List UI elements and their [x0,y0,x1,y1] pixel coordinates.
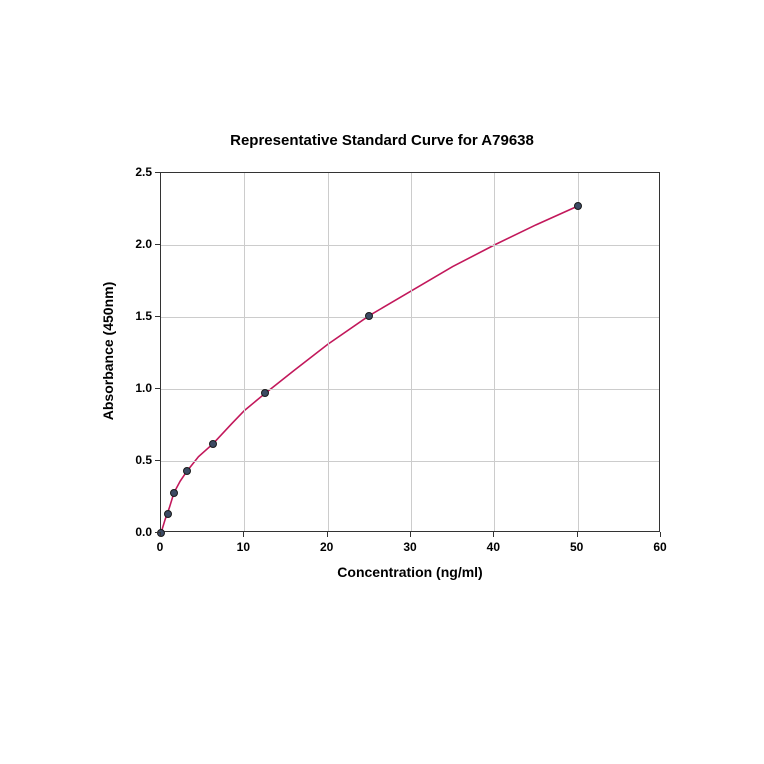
standard-curve-line [161,173,659,531]
x-tick-mark [493,532,494,537]
y-tick-label: 0.0 [124,525,152,539]
data-point [574,202,582,210]
grid-line-horizontal [161,245,659,246]
grid-line-vertical [411,173,412,531]
x-tick-label: 10 [237,540,250,554]
data-point [170,489,178,497]
y-axis-label: Absorbance (450nm) [100,171,116,531]
x-tick-mark [410,532,411,537]
y-tick-mark [155,388,160,389]
y-tick-label: 1.5 [124,309,152,323]
y-tick-mark [155,316,160,317]
plot-area [160,172,660,532]
y-tick-mark [155,532,160,533]
grid-line-vertical [244,173,245,531]
grid-line-vertical [578,173,579,531]
data-point [157,529,165,537]
x-tick-mark [160,532,161,537]
y-tick-label: 1.0 [124,381,152,395]
x-tick-label: 50 [570,540,583,554]
x-tick-label: 30 [403,540,416,554]
x-tick-label: 0 [157,540,164,554]
grid-line-vertical [328,173,329,531]
data-point [261,389,269,397]
y-tick-mark [155,460,160,461]
x-tick-mark [327,532,328,537]
data-point [183,467,191,475]
grid-line-horizontal [161,461,659,462]
y-tick-label: 0.5 [124,453,152,467]
grid-line-horizontal [161,389,659,390]
x-tick-mark [660,532,661,537]
grid-line-vertical [494,173,495,531]
y-tick-label: 2.0 [124,237,152,251]
x-axis-label: Concentration (ng/ml) [160,564,660,580]
y-tick-label: 2.5 [124,165,152,179]
grid-line-horizontal [161,317,659,318]
x-tick-label: 60 [653,540,666,554]
x-tick-label: 40 [487,540,500,554]
data-point [209,440,217,448]
y-tick-mark [155,244,160,245]
chart-container: Representative Standard Curve for A79638… [82,152,682,612]
data-point [164,510,172,518]
curve-path [161,206,578,533]
x-tick-mark [243,532,244,537]
x-tick-label: 20 [320,540,333,554]
data-point [365,312,373,320]
y-tick-mark [155,172,160,173]
chart-title: Representative Standard Curve for A79638 [82,132,682,149]
x-tick-mark [577,532,578,537]
